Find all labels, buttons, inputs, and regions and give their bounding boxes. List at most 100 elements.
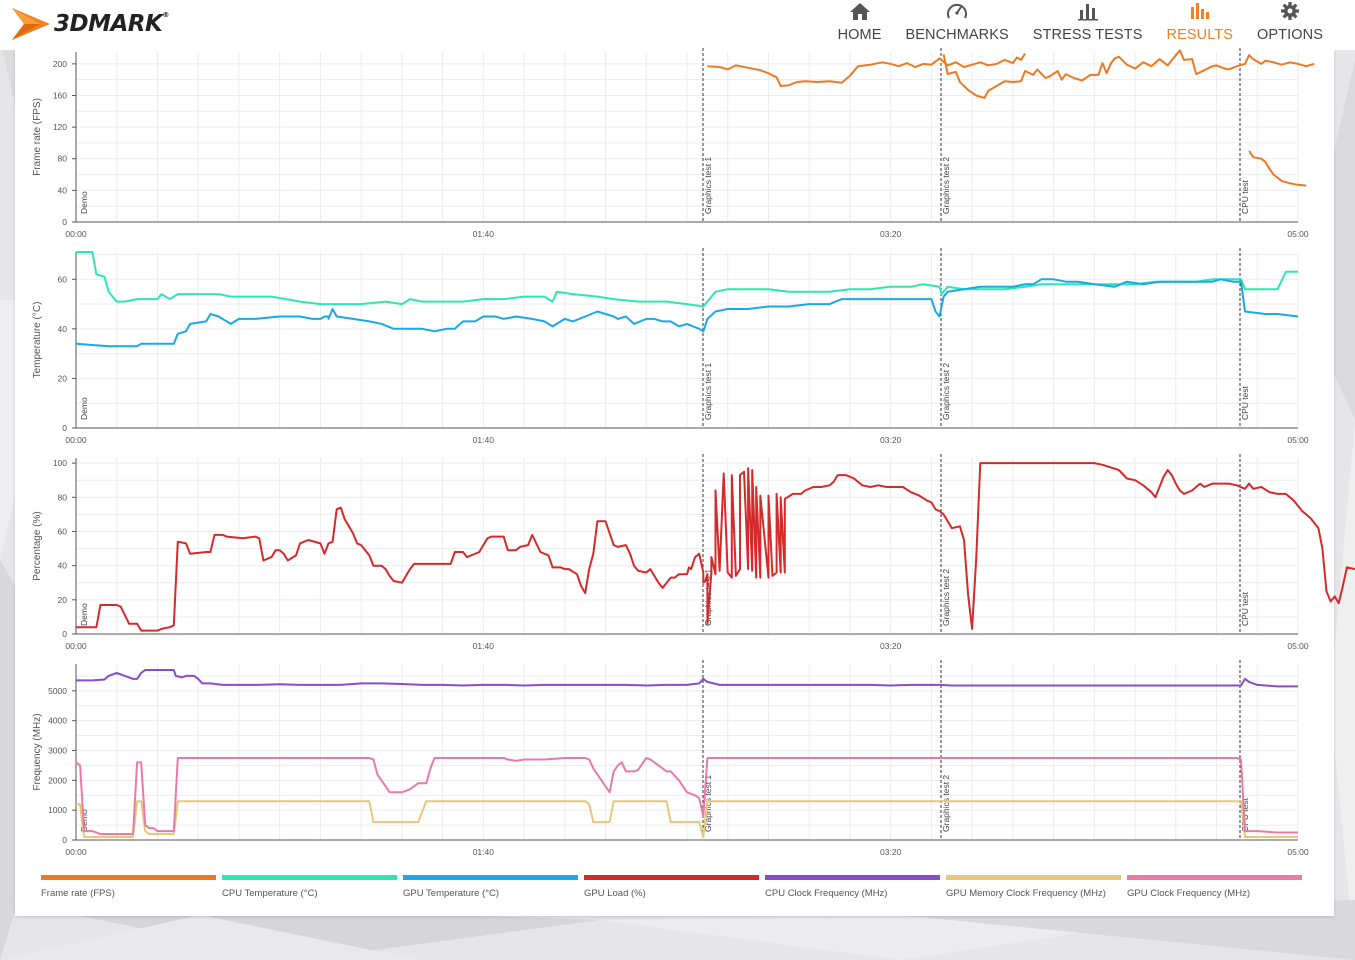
bar-chart-icon: [1077, 0, 1099, 22]
nav-benchmarks[interactable]: BENCHMARKS: [893, 0, 1020, 50]
series-line: [76, 462, 1355, 632]
legend-swatch: [1127, 875, 1302, 880]
y-tick-label: 0: [62, 423, 67, 433]
nav-home-label: HOME: [837, 27, 882, 43]
y-tick-label: 20: [58, 595, 68, 605]
y-tick-label: 80: [58, 154, 68, 164]
chart-3: 0 20 40 60 80 100 Percentage (%) 00:00 01:40 03:2…: [32, 454, 1355, 651]
x-tick-label: 05:00: [1287, 435, 1309, 445]
home-icon: [849, 0, 871, 22]
grid-horizontal: [76, 462, 1298, 635]
legend-swatch: [403, 875, 578, 880]
nav-results-label: RESULTS: [1166, 27, 1234, 43]
legend-label: CPU Clock Frequency (MHz): [765, 888, 888, 899]
nav-benchmarks-label: BENCHMARKS: [905, 27, 1009, 43]
y-axis-label: Percentage (%): [32, 511, 43, 580]
legend-item-gpu-load[interactable]: GPU Load (%): [584, 875, 765, 899]
x-tick-label: 03:20: [880, 229, 902, 239]
test-marker-label: Graphics test 2: [941, 569, 951, 626]
x-tick-label: 00:00: [65, 229, 87, 239]
grid-horizontal: [76, 63, 1298, 223]
nav-options[interactable]: OPTIONS: [1245, 0, 1335, 50]
x-tick-label: 05:00: [1287, 641, 1309, 651]
y-tick-label: 0: [62, 217, 67, 227]
legend-item-gpu-clock[interactable]: GPU Clock Frequency (MHz): [1127, 875, 1308, 899]
x-tick-label: 00:00: [65, 435, 87, 445]
3dmark-logo-icon: [12, 8, 50, 40]
results-icon: [1189, 0, 1211, 22]
nav-stress-tests[interactable]: STRESS TESTS: [1021, 0, 1155, 50]
series-line: [942, 49, 1315, 99]
legend-label: Frame rate (FPS): [41, 888, 115, 899]
y-tick-label: 60: [58, 526, 68, 536]
logo-text: 3DMARK®: [54, 11, 169, 37]
legend-label: GPU Memory Clock Frequency (MHz): [946, 888, 1106, 899]
nav-results[interactable]: RESULTS: [1155, 0, 1246, 50]
legend-swatch: [222, 875, 397, 880]
app-logo[interactable]: 3DMARK®: [10, 4, 169, 44]
grid-vertical: [75, 252, 1299, 428]
y-tick-label: 1000: [48, 805, 67, 815]
legend-swatch: [41, 875, 216, 880]
legend-item-fps[interactable]: Frame rate (FPS): [41, 875, 222, 899]
speedometer-icon: [946, 0, 968, 22]
results-panel: [15, 50, 1334, 916]
test-marker-label: Graphics test 2: [941, 775, 951, 832]
x-tick-label: 05:00: [1287, 847, 1309, 857]
nav-home[interactable]: HOME: [826, 0, 894, 50]
y-axis-label: Frequency (MHz): [32, 713, 43, 790]
test-marker-label: CPU test: [1240, 179, 1250, 214]
test-marker-label: Demo: [79, 603, 89, 626]
y-tick-label: 20: [58, 373, 68, 383]
nav-options-label: OPTIONS: [1257, 27, 1323, 43]
test-marker-label: Demo: [79, 397, 89, 420]
y-tick-label: 100: [53, 458, 67, 468]
chart-1: 0 40 80 120 160 200 Frame rate (FPS) 00:00 01:40…: [32, 48, 1315, 239]
x-tick-label: 01:40: [473, 435, 495, 445]
legend-swatch: [765, 875, 940, 880]
y-tick-label: 40: [58, 561, 68, 571]
x-tick-label: 03:20: [880, 847, 902, 857]
legend-item-gpu-temperature[interactable]: GPU Temperature (°C): [403, 875, 584, 899]
legend-item-cpu-clock[interactable]: CPU Clock Frequency (MHz): [765, 875, 946, 899]
series-line: [707, 53, 1026, 87]
y-tick-label: 0: [62, 835, 67, 845]
x-tick-label: 03:20: [880, 435, 902, 445]
legend-item-gpu-memory-clock[interactable]: GPU Memory Clock Frequency (MHz): [946, 875, 1127, 899]
test-marker-label: Graphics test 2: [941, 157, 951, 214]
legend-label: GPU Clock Frequency (MHz): [1127, 888, 1250, 899]
test-marker-label: CPU test: [1240, 385, 1250, 420]
legend-label: GPU Temperature (°C): [403, 888, 500, 899]
series-line: [76, 669, 1298, 688]
grid-horizontal: [76, 675, 1298, 841]
series-line: [75, 278, 1299, 348]
series-line: [1248, 150, 1307, 187]
test-marker-label: CPU test: [1240, 591, 1250, 626]
legend-swatch: [946, 875, 1121, 880]
x-tick-label: 03:20: [880, 641, 902, 651]
legend-label: CPU Temperature (°C): [222, 888, 318, 899]
y-tick-label: 200: [53, 59, 67, 69]
y-tick-label: 120: [53, 122, 67, 132]
y-tick-label: 60: [58, 274, 68, 284]
legend-item-cpu-temperature[interactable]: CPU Temperature (°C): [222, 875, 403, 899]
y-tick-label: 80: [58, 492, 68, 502]
y-tick-label: 160: [53, 90, 67, 100]
x-tick-label: 00:00: [65, 847, 87, 857]
y-tick-label: 0: [62, 629, 67, 639]
x-tick-label: 01:40: [473, 229, 495, 239]
series-line: [76, 251, 1298, 308]
series-line: [76, 800, 1298, 838]
chart-2: 0 20 40 60 Temperature (°C) 00:00 01:40 03:20 05…: [32, 248, 1309, 445]
x-tick-label: 05:00: [1287, 229, 1309, 239]
legend-label: GPU Load (%): [584, 888, 646, 899]
test-marker-label: Graphics test 1: [703, 363, 713, 420]
gear-icon: [1279, 0, 1301, 22]
main-nav: HOME BENCHMARKS STRESS TESTS RESULTS OPT…: [826, 0, 1335, 50]
test-marker-label: Graphics test 1: [703, 157, 713, 214]
x-tick-label: 01:40: [473, 847, 495, 857]
grid-vertical: [75, 458, 1299, 634]
legend-swatch: [584, 875, 759, 880]
grid-vertical: [75, 52, 1299, 222]
series-line: [75, 757, 1298, 835]
